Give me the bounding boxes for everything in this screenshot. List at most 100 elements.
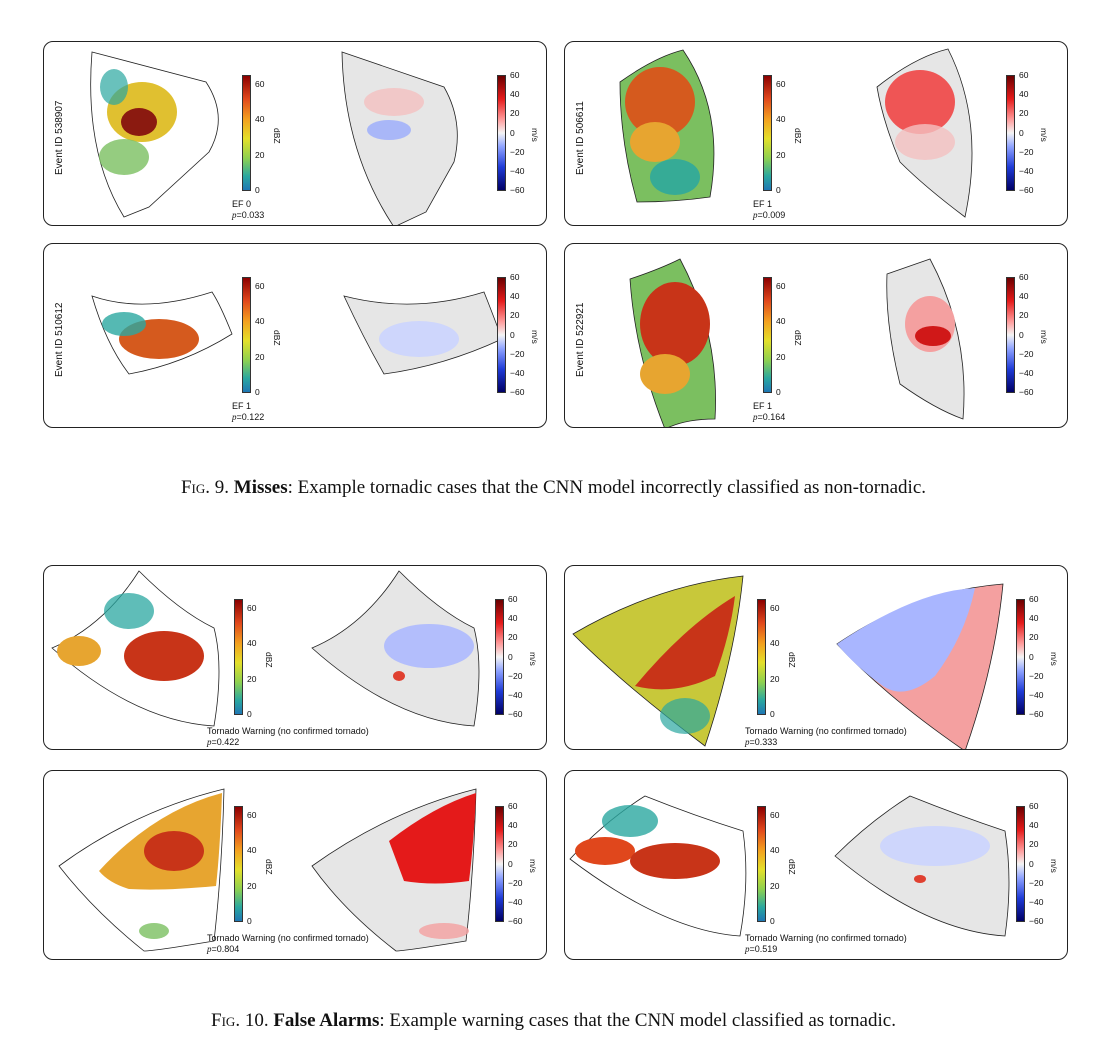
- velocity-colorbar: [1006, 75, 1015, 191]
- event-id: Event ID 506611: [575, 101, 586, 175]
- p-symbol: p: [232, 412, 237, 422]
- class-text: EF 0: [232, 199, 252, 209]
- velocity-colorbar: [1016, 599, 1025, 715]
- fig9-panel-4: Event ID 522921 60 40 20 0 dBZ EF 1 p=0.…: [564, 243, 1068, 428]
- class-text: EF 1: [753, 401, 773, 411]
- tick: 20: [770, 674, 780, 684]
- caption-bold: Misses: [233, 477, 288, 498]
- tick: 20: [247, 881, 257, 891]
- unit-label: m/s: [530, 128, 540, 142]
- p-symbol: p: [745, 944, 750, 954]
- velocity-colorbar: [497, 277, 506, 393]
- p-symbol: p: [745, 737, 750, 747]
- class-label: Tornado Warning (no confirmed tornado) p…: [207, 726, 369, 748]
- tick: 0: [1019, 128, 1024, 138]
- radar-plots: [572, 575, 1004, 749]
- class-text: Tornado Warning (no confirmed tornado): [207, 726, 369, 736]
- radar-plots: [90, 51, 458, 225]
- unit-label: m/s: [530, 330, 540, 344]
- event-id: Event ID 510612: [54, 302, 65, 378]
- tick: 60: [770, 603, 780, 613]
- tick: 0: [255, 185, 260, 195]
- probability: p=0.122: [232, 412, 264, 423]
- tick: 0: [1019, 330, 1024, 340]
- class-text: Tornado Warning (no confirmed tornado): [745, 933, 907, 943]
- fig9-panel-3: Event ID 510612 60 40 20 0 dBZ EF 1 p=0.…: [43, 243, 547, 428]
- p-symbol: p: [232, 210, 237, 220]
- reflectivity-colorbar: [757, 806, 766, 922]
- tick: 20: [255, 352, 265, 362]
- tick: 40: [776, 316, 786, 326]
- p-value: =0.122: [236, 412, 265, 422]
- tick: 20: [1019, 310, 1029, 320]
- tick: 20: [247, 674, 257, 684]
- figure-number: Fig. 9.: [180, 477, 230, 498]
- unit-label: dBZ: [272, 128, 282, 144]
- event-id: Event ID 522921: [575, 302, 586, 378]
- probability: p=0.033: [232, 210, 264, 221]
- tick: 60: [770, 810, 780, 820]
- unit-label: dBZ: [787, 652, 797, 668]
- tick: −20: [510, 147, 525, 157]
- tick: −40: [508, 690, 523, 700]
- class-label: Tornado Warning (no confirmed tornado) p…: [745, 933, 907, 955]
- tick: 20: [776, 150, 786, 160]
- tick: 60: [1019, 70, 1029, 80]
- tick: 60: [508, 801, 518, 811]
- probability: p=0.333: [745, 737, 907, 748]
- p-value: =0.519: [749, 944, 778, 954]
- class-text: Tornado Warning (no confirmed tornado): [745, 726, 907, 736]
- unit-label: dBZ: [787, 859, 797, 875]
- velocity-sector: [834, 795, 1010, 937]
- class-label: EF 1 p=0.164: [753, 401, 785, 423]
- class-label: EF 1 p=0.009: [753, 199, 785, 221]
- tick: 40: [508, 820, 518, 830]
- probability: p=0.519: [745, 944, 907, 955]
- tick: 40: [255, 114, 265, 124]
- tick: 20: [770, 881, 780, 891]
- tick: 0: [247, 709, 252, 719]
- tick: 40: [247, 638, 257, 648]
- tick: 40: [1029, 820, 1039, 830]
- unit-label: dBZ: [264, 652, 274, 668]
- unit-label: dBZ: [793, 128, 803, 144]
- tick: 0: [508, 859, 513, 869]
- figure9-caption: Fig. 9. Misses: Example tornadic cases t…: [0, 477, 1107, 499]
- radar-plots: [569, 795, 1010, 937]
- p-symbol: p: [207, 737, 212, 747]
- tick: 20: [508, 632, 518, 642]
- tick: −40: [1029, 690, 1044, 700]
- reflectivity-colorbar: [763, 75, 772, 191]
- tick: 60: [776, 79, 786, 89]
- p-value: =0.804: [211, 944, 240, 954]
- tick: 60: [247, 603, 257, 613]
- radar-plots: [91, 291, 503, 375]
- fig10-panel-3: 60 40 20 0 dBZ Tornado Warning (no confi…: [43, 770, 547, 960]
- tick: −60: [508, 916, 523, 926]
- tick: 40: [1029, 613, 1039, 623]
- tick: −60: [510, 387, 525, 397]
- tick: −40: [1019, 166, 1034, 176]
- caption-bold: False Alarms: [273, 1010, 380, 1031]
- tick: 20: [1029, 632, 1039, 642]
- tick: −60: [510, 185, 525, 195]
- p-symbol: p: [753, 210, 758, 220]
- p-value: =0.033: [236, 210, 265, 220]
- tick: 60: [1019, 272, 1029, 282]
- reflectivity-colorbar: [763, 277, 772, 393]
- tick: 60: [510, 70, 520, 80]
- tick: −20: [1029, 671, 1044, 681]
- tick: 60: [510, 272, 520, 282]
- tick: −60: [508, 709, 523, 719]
- p-symbol: p: [207, 944, 212, 954]
- class-text: EF 1: [232, 401, 252, 411]
- probability: p=0.422: [207, 737, 369, 748]
- caption-text: : Example tornadic cases that the CNN mo…: [287, 477, 927, 498]
- tick: 20: [255, 150, 265, 160]
- tick: 60: [255, 281, 265, 291]
- tick: −60: [1019, 185, 1034, 195]
- tick: 0: [770, 916, 775, 926]
- class-text: Tornado Warning (no confirmed tornado): [207, 933, 369, 943]
- tick: −60: [1019, 387, 1034, 397]
- unit-label: m/s: [1049, 652, 1059, 666]
